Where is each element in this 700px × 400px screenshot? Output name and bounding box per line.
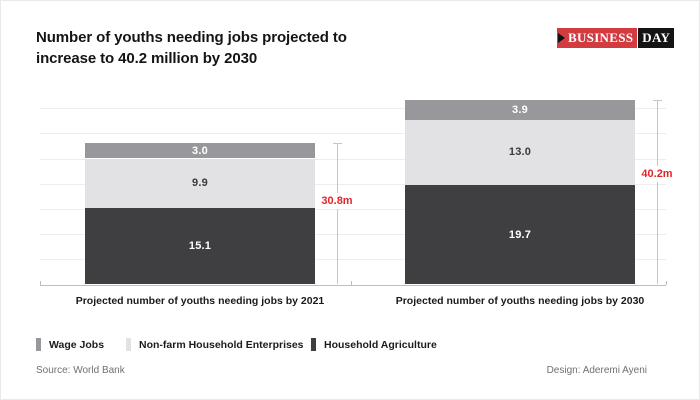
gridline [40, 183, 666, 185]
gridline [40, 234, 666, 236]
x-axis-line [40, 284, 666, 286]
legend-swatch-agriculture [311, 338, 316, 351]
businessday-logo: BUSINESS DAY [557, 28, 675, 48]
total-dimension-line [653, 100, 662, 285]
title-line-2: increase to 40.2 million by 2030 [36, 50, 258, 67]
total-value-label: 30.8m [319, 193, 355, 209]
bar-segment: 15.1 [85, 208, 315, 285]
legend-item-agriculture: Household Agriculture [311, 338, 437, 351]
bar-segment: 3.0 [85, 143, 315, 159]
legend-swatch-nonfarm [126, 338, 131, 351]
x-axis-tick [40, 280, 41, 285]
gridline [40, 259, 666, 261]
segment-value-label: 13.0 [508, 146, 532, 159]
logo-red-block: BUSINESS [557, 28, 638, 48]
logo-text-day: DAY [642, 30, 671, 45]
logo-black-block: DAY [638, 28, 675, 48]
bar-segment: 9.9 [85, 158, 315, 209]
segment-value-label: 19.7 [508, 228, 532, 241]
gridline [40, 208, 666, 210]
x-axis-tick [351, 280, 352, 285]
segment-value-label: 3.0 [192, 144, 208, 157]
bar-segment: 19.7 [405, 185, 635, 285]
gridline [40, 108, 666, 110]
legend-item-nonfarm: Non-farm Household Enterprises [126, 338, 304, 351]
page-title: Number of youths needing jobs projected … [36, 27, 396, 69]
gridline [40, 133, 666, 135]
legend-swatch-wage-jobs [36, 338, 41, 351]
play-arrow-icon [558, 33, 565, 43]
source-note: Source: World Bank [36, 365, 125, 376]
segment-value-label: 3.9 [512, 103, 528, 116]
total-value-label: 40.2m [639, 166, 675, 182]
gridline [40, 158, 666, 160]
bar-segment: 3.9 [405, 100, 635, 120]
legend-item-wage-jobs: Wage Jobs [36, 338, 104, 351]
segment-value-label: 15.1 [188, 240, 212, 253]
legend-label-nonfarm: Non-farm Household Enterprises [139, 338, 304, 351]
legend-label-agriculture: Household Agriculture [324, 338, 437, 351]
legend-label-wage-jobs: Wage Jobs [49, 338, 105, 351]
bar-segment: 13.0 [405, 119, 635, 186]
category-label: Projected number of youths needing jobs … [395, 295, 645, 307]
segment-value-label: 9.9 [192, 177, 208, 190]
total-dimension-line [333, 143, 342, 285]
design-credit: Design: Aderemi Ayeni [546, 365, 647, 376]
logo-text-business: BUSINESS [568, 30, 634, 45]
category-label: Projected number of youths needing jobs … [75, 295, 325, 307]
dimension-line-cap [653, 100, 662, 102]
dimension-line-cap [333, 143, 342, 145]
title-line-1: Number of youths needing jobs projected … [36, 29, 347, 46]
x-axis-tick [666, 280, 667, 285]
